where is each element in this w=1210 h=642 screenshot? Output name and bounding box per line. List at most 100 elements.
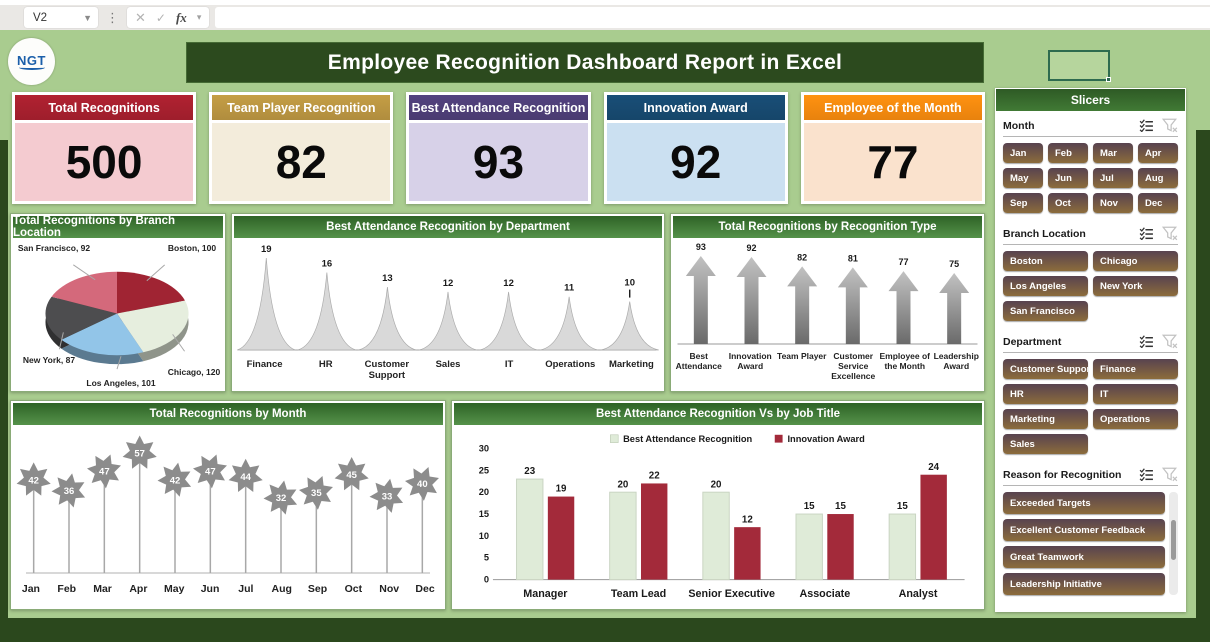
panel-title-branch-location: Total Recognitions by Branch Location bbox=[13, 215, 223, 239]
kpi-card-row: Total Recognitions 500 Team Player Recogni… bbox=[12, 92, 986, 204]
slicer-button-great-teamwork[interactable]: Great Teamwork bbox=[1003, 546, 1165, 568]
slicer-button-aug[interactable]: Aug bbox=[1138, 168, 1178, 188]
svg-text:16: 16 bbox=[322, 259, 333, 270]
kpi-card-value: 92 bbox=[606, 123, 785, 201]
panel-job-title: Best Attendance Recognition Vs by Job Ti… bbox=[451, 400, 985, 610]
page-title: Employee Recognition Dashboard Report in… bbox=[186, 42, 984, 83]
spike-category-labels: Finance HR Customer Support Sales IT Operatio… bbox=[234, 359, 662, 382]
slicer-button-customer-support[interactable]: Customer Support bbox=[1003, 359, 1088, 379]
multi-select-icon[interactable] bbox=[1139, 119, 1154, 132]
chevron-down-icon[interactable]: ▾ bbox=[196, 12, 202, 22]
slicer-button-may[interactable]: May bbox=[1003, 168, 1043, 188]
svg-text:10: 10 bbox=[624, 278, 635, 289]
formula-input[interactable] bbox=[215, 7, 1210, 28]
slicer-button-leadership-initiative[interactable]: Leadership Initiative bbox=[1003, 573, 1165, 595]
cancel-icon[interactable]: ✕ bbox=[135, 9, 146, 25]
star-chart-svg: 42 36 47 57 42 47 44 32 35 45 33 40 bbox=[16, 435, 439, 574]
category-label-best-attendance: Best Attendance bbox=[675, 351, 722, 371]
clear-filter-icon[interactable] bbox=[1162, 118, 1178, 133]
kpi-card-label: Innovation Award bbox=[606, 95, 785, 120]
slicer-button-san-francisco[interactable]: San Francisco bbox=[1003, 301, 1088, 321]
slicer-button-apr[interactable]: Apr bbox=[1138, 143, 1178, 163]
slicer-items-row: Jan Feb Mar Apr May Jun Jul Aug Sep Oct Nov Dec bbox=[1003, 143, 1178, 213]
category-label-customer-support: Customer Support bbox=[364, 359, 410, 381]
slicer-header: Branch Location bbox=[1003, 226, 1178, 245]
insert-function-icon[interactable]: fx bbox=[175, 9, 187, 25]
clear-filter-icon[interactable] bbox=[1162, 334, 1178, 349]
slicer-button-sep[interactable]: Sep bbox=[1003, 193, 1043, 213]
kpi-card-best-attendance-recognition: Best Attendance Recognition 93 bbox=[406, 92, 591, 204]
kpi-card-total-recognitions: Total Recognitions 500 bbox=[12, 92, 197, 204]
category-label-nov: Nov bbox=[379, 583, 400, 595]
slicer-button-hr[interactable]: HR bbox=[1003, 384, 1088, 404]
slicer-button-finance[interactable]: Finance bbox=[1093, 359, 1178, 379]
svg-text:47: 47 bbox=[205, 466, 216, 477]
svg-text:42: 42 bbox=[170, 475, 181, 486]
multi-select-icon[interactable] bbox=[1139, 468, 1154, 481]
slicer-button-dec[interactable]: Dec bbox=[1138, 193, 1178, 213]
svg-text:12: 12 bbox=[443, 278, 454, 289]
ngt-logo: NGT bbox=[8, 38, 55, 85]
category-label-sales: Sales bbox=[435, 359, 461, 370]
slicer-group-branch-location: Branch Location Boston Chicago Los Angeles N… bbox=[1003, 226, 1178, 321]
frame-right bbox=[1196, 130, 1210, 642]
svg-text:36: 36 bbox=[64, 486, 75, 497]
confirm-icon[interactable]: ✓ bbox=[155, 10, 166, 25]
slicer-button-jan[interactable]: Jan bbox=[1003, 143, 1043, 163]
slicer-button-los-angeles[interactable]: Los Angeles bbox=[1003, 276, 1088, 296]
multi-select-icon[interactable] bbox=[1139, 335, 1154, 348]
scrollbar-thumb[interactable] bbox=[1171, 520, 1176, 560]
slicer-scrollbar[interactable] bbox=[1169, 492, 1178, 595]
kpi-card-employee-of-the-month: Employee of the Month 77 bbox=[800, 92, 986, 204]
slicer-button-oct[interactable]: Oct bbox=[1048, 193, 1088, 213]
slicer-grid: Customer Support Finance HR IT Marketing Oper… bbox=[1003, 359, 1178, 454]
slicer-button-new-york[interactable]: New York bbox=[1093, 276, 1178, 296]
category-label-feb: Feb bbox=[57, 583, 77, 595]
slicer-button-sales[interactable]: Sales bbox=[1003, 434, 1088, 454]
slicer-button-operations[interactable]: Operations bbox=[1093, 409, 1178, 429]
slicer-header: Department bbox=[1003, 334, 1178, 353]
svg-text:82: 82 bbox=[797, 252, 807, 262]
svg-text:15: 15 bbox=[804, 501, 815, 512]
svg-text:0: 0 bbox=[484, 575, 489, 585]
slicer-button-mar[interactable]: Mar bbox=[1093, 143, 1133, 163]
slicer-grid: Boston Chicago Los Angeles New York San Fran… bbox=[1003, 251, 1178, 321]
slicer-button-boston[interactable]: Boston bbox=[1003, 251, 1088, 271]
kpi-card-label: Team Player Recognition bbox=[212, 95, 391, 120]
svg-text:10: 10 bbox=[479, 531, 489, 541]
slicer-button-exceeded-targets[interactable]: Exceeded Targets bbox=[1003, 492, 1165, 514]
svg-text:24: 24 bbox=[928, 462, 939, 473]
selected-cell-indicator[interactable] bbox=[1048, 50, 1111, 82]
excel-formula-bar: V2 ▼ ⋮ ✕ ✓ fx ▾ bbox=[0, 0, 1210, 30]
clear-filter-icon[interactable] bbox=[1162, 226, 1178, 241]
kpi-card-label: Best Attendance Recognition bbox=[409, 95, 588, 120]
slicer-button-marketing[interactable]: Marketing bbox=[1003, 409, 1088, 429]
slicers-panel-title: Slicers bbox=[996, 89, 1185, 111]
slicer-button-jun[interactable]: Jun bbox=[1048, 168, 1088, 188]
svg-text:47: 47 bbox=[99, 466, 110, 477]
drag-handle-dots-icon[interactable]: ⋮ bbox=[106, 9, 119, 25]
category-label-aug: Aug bbox=[271, 583, 292, 595]
chevron-down-icon[interactable]: ▼ bbox=[83, 12, 92, 23]
frame-bottom bbox=[0, 618, 1210, 642]
arrow-category-labels: Best Attendance Innovation Award Team Play… bbox=[673, 351, 982, 381]
category-label-it: IT bbox=[504, 359, 514, 370]
slicer-button-it[interactable]: IT bbox=[1093, 384, 1178, 404]
slicer-button-chicago[interactable]: Chicago bbox=[1093, 251, 1178, 271]
slicer-button-excellent-customer-feedback[interactable]: Excellent Customer Feedback bbox=[1003, 519, 1165, 541]
slicer-button-feb[interactable]: Feb bbox=[1048, 143, 1088, 163]
category-label-marketing: Marketing bbox=[608, 359, 654, 370]
svg-text:11: 11 bbox=[564, 283, 575, 294]
category-label-innovation-award: Innovation Award bbox=[728, 351, 772, 371]
multi-select-icon[interactable] bbox=[1139, 227, 1154, 240]
kpi-card-label: Employee of the Month bbox=[803, 95, 983, 120]
slicer-button-jul[interactable]: Jul bbox=[1093, 168, 1133, 188]
category-label-jan: Jan bbox=[21, 583, 40, 595]
slicer-button-nov[interactable]: Nov bbox=[1093, 193, 1133, 213]
fill-handle[interactable] bbox=[1106, 77, 1111, 82]
kpi-card-label: Total Recognitions bbox=[15, 95, 194, 120]
clear-filter-icon[interactable] bbox=[1162, 467, 1178, 482]
cell-name-box[interactable]: V2 ▼ bbox=[24, 7, 98, 28]
slicer-group-month: Month Jan Feb Mar Apr May Jun Jul Aug Sep Oct Nov De… bbox=[1003, 118, 1178, 213]
